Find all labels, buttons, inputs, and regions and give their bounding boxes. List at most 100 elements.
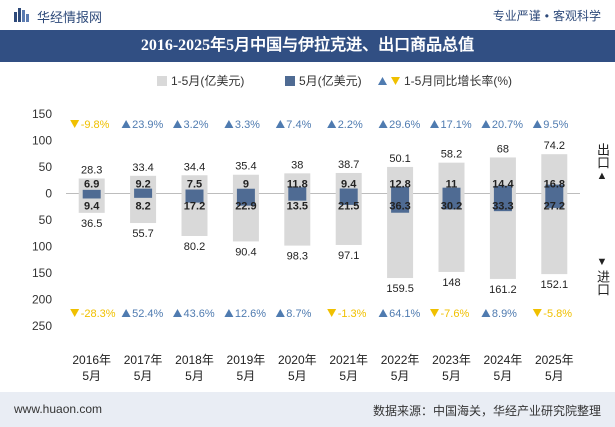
label-growth-export: 3.2% — [184, 119, 209, 131]
label-monthly-export: 9 — [243, 179, 249, 191]
tagline-right: 客观科学 — [552, 9, 601, 23]
bar-cumulative-export — [335, 172, 362, 194]
x-tick-label: 2022年 — [381, 353, 420, 367]
growth-up-arrow-icon — [378, 309, 388, 317]
growth-up-arrow-icon — [224, 120, 234, 128]
legend-monthly-label: 5月(亿美元) — [299, 73, 362, 88]
legend-cumulative-label: 1-5月(亿美元) — [171, 73, 244, 88]
x-tick-label: 5月 — [237, 369, 256, 383]
bar-monthly-export — [493, 185, 512, 194]
tagline-separator: • — [544, 9, 549, 23]
label-monthly-import: 9.4 — [84, 201, 100, 213]
label-growth-import: -7.6% — [441, 308, 470, 320]
y-tick-label: 150 — [32, 266, 52, 280]
label-growth-import: 43.6% — [184, 308, 215, 320]
label-monthly-export: 11 — [446, 179, 458, 191]
growth-up-arrow-icon — [275, 120, 285, 128]
y-tick-label: 0 — [45, 187, 52, 201]
data-source: 数据来源：中国海关，华经产业研究院整理 — [372, 404, 601, 418]
brand-name: 华经情报网 — [37, 10, 103, 25]
tagline: 专业严谨 • 客观科学 — [493, 7, 601, 24]
label-growth-import: 64.1% — [389, 308, 420, 320]
label-growth-import: 52.4% — [132, 308, 163, 320]
x-tick-label: 5月 — [134, 369, 153, 383]
chart-title: 2016-2025年5月中国与伊拉克进、出口商品总值 — [140, 37, 475, 54]
label-growth-import: -28.3% — [81, 308, 116, 320]
label-monthly-export: 9.4 — [341, 179, 357, 191]
x-tick-label: 2016年 — [72, 353, 111, 367]
bar-monthly-import — [134, 193, 153, 198]
label-monthly-export: 6.9 — [84, 179, 99, 191]
legend-monthly-swatch — [285, 76, 295, 86]
label-monthly-import: 17.2 — [184, 201, 205, 213]
label-monthly-export: 12.8 — [389, 179, 410, 191]
label-cumulative-import: 159.5 — [386, 283, 414, 295]
x-tick-label: 5月 — [82, 369, 101, 383]
import-label: 进口 — [595, 270, 610, 296]
tagline-left: 专业严谨 — [492, 9, 541, 23]
x-tick-label: 5月 — [442, 369, 461, 383]
data-labels: 28.3 36.5 6.9 9.4 -9.8% -28.3% 33.4 55.7 9.2 8.2 2… — [70, 119, 572, 320]
bar-monthly-import — [288, 193, 307, 201]
site-url: www.huaon.com — [14, 402, 103, 416]
label-cumulative-export: 28.3 — [81, 165, 102, 177]
label-cumulative-export: 38 — [291, 159, 303, 171]
export-label: 出口 — [595, 143, 610, 169]
label-monthly-import: 8.2 — [135, 201, 150, 213]
growth-down-arrow-icon — [327, 309, 337, 317]
bar-monthly-export — [442, 187, 461, 194]
x-tick-label: 2024年 — [484, 353, 523, 367]
bar-monthly-import — [391, 193, 410, 213]
bar-cumulative-export — [78, 178, 105, 194]
legend: 1-5月(亿美元) 5月(亿美元) 1-5月同比增长率(%) — [157, 73, 512, 88]
growth-up-arrow-icon — [481, 309, 491, 317]
growth-up-arrow-icon — [224, 309, 234, 317]
label-monthly-export: 16.8 — [544, 179, 565, 191]
x-tick-label: 5月 — [288, 369, 307, 383]
bar-monthly-import — [185, 193, 204, 203]
bar-monthly-import — [82, 193, 101, 199]
label-growth-export: 29.6% — [389, 119, 420, 131]
x-tick-label: 5月 — [494, 369, 513, 383]
label-cumulative-import: 55.7 — [132, 228, 153, 240]
x-tick-label: 5月 — [185, 369, 204, 383]
growth-down-arrow-icon — [70, 309, 80, 317]
label-cumulative-export: 74.2 — [544, 140, 565, 152]
label-growth-export: 7.4% — [286, 119, 311, 131]
label-monthly-import: 30.2 — [441, 201, 462, 213]
y-tick-label: 100 — [32, 134, 52, 148]
label-cumulative-import: 161.2 — [489, 284, 517, 296]
label-monthly-import: 27.2 — [544, 201, 565, 213]
x-tick-label: 2018年 — [175, 353, 214, 367]
y-tick-label: 50 — [39, 213, 53, 227]
label-cumulative-import: 97.1 — [338, 250, 359, 262]
label-growth-export: 23.9% — [132, 119, 163, 131]
import-side-label: ▼ 进口 — [595, 255, 610, 296]
label-growth-import: 8.9% — [492, 308, 517, 320]
label-monthly-import: 13.5 — [287, 201, 308, 213]
growth-up-arrow-icon — [532, 120, 542, 128]
label-cumulative-import: 36.5 — [81, 218, 102, 230]
bars — [78, 154, 568, 279]
growth-down-arrow-icon — [70, 120, 80, 128]
label-growth-export: 17.1% — [441, 119, 472, 131]
x-tick-label: 2021年 — [329, 353, 368, 367]
growth-up-arrow-icon — [430, 120, 439, 128]
bar-monthly-export — [545, 184, 564, 194]
bar-monthly-export — [134, 188, 153, 194]
label-cumulative-export: 33.4 — [132, 162, 153, 174]
label-cumulative-export: 50.1 — [389, 153, 410, 165]
label-growth-export: 20.7% — [492, 119, 523, 131]
label-cumulative-import: 80.2 — [184, 241, 205, 253]
x-tick-label: 5月 — [391, 369, 410, 383]
bar-monthly-export — [236, 188, 255, 194]
label-monthly-export: 7.5 — [187, 179, 202, 191]
bar-cumulative-import — [130, 193, 157, 224]
growth-up-arrow-icon — [275, 309, 285, 317]
label-growth-export: 3.3% — [235, 119, 260, 131]
label-monthly-import: 21.5 — [338, 201, 359, 213]
x-tick-label: 5月 — [545, 369, 564, 383]
x-tick-label: 2025年 — [535, 353, 574, 367]
label-growth-import: -1.3% — [338, 308, 367, 320]
growth-up-arrow-icon — [121, 309, 131, 317]
